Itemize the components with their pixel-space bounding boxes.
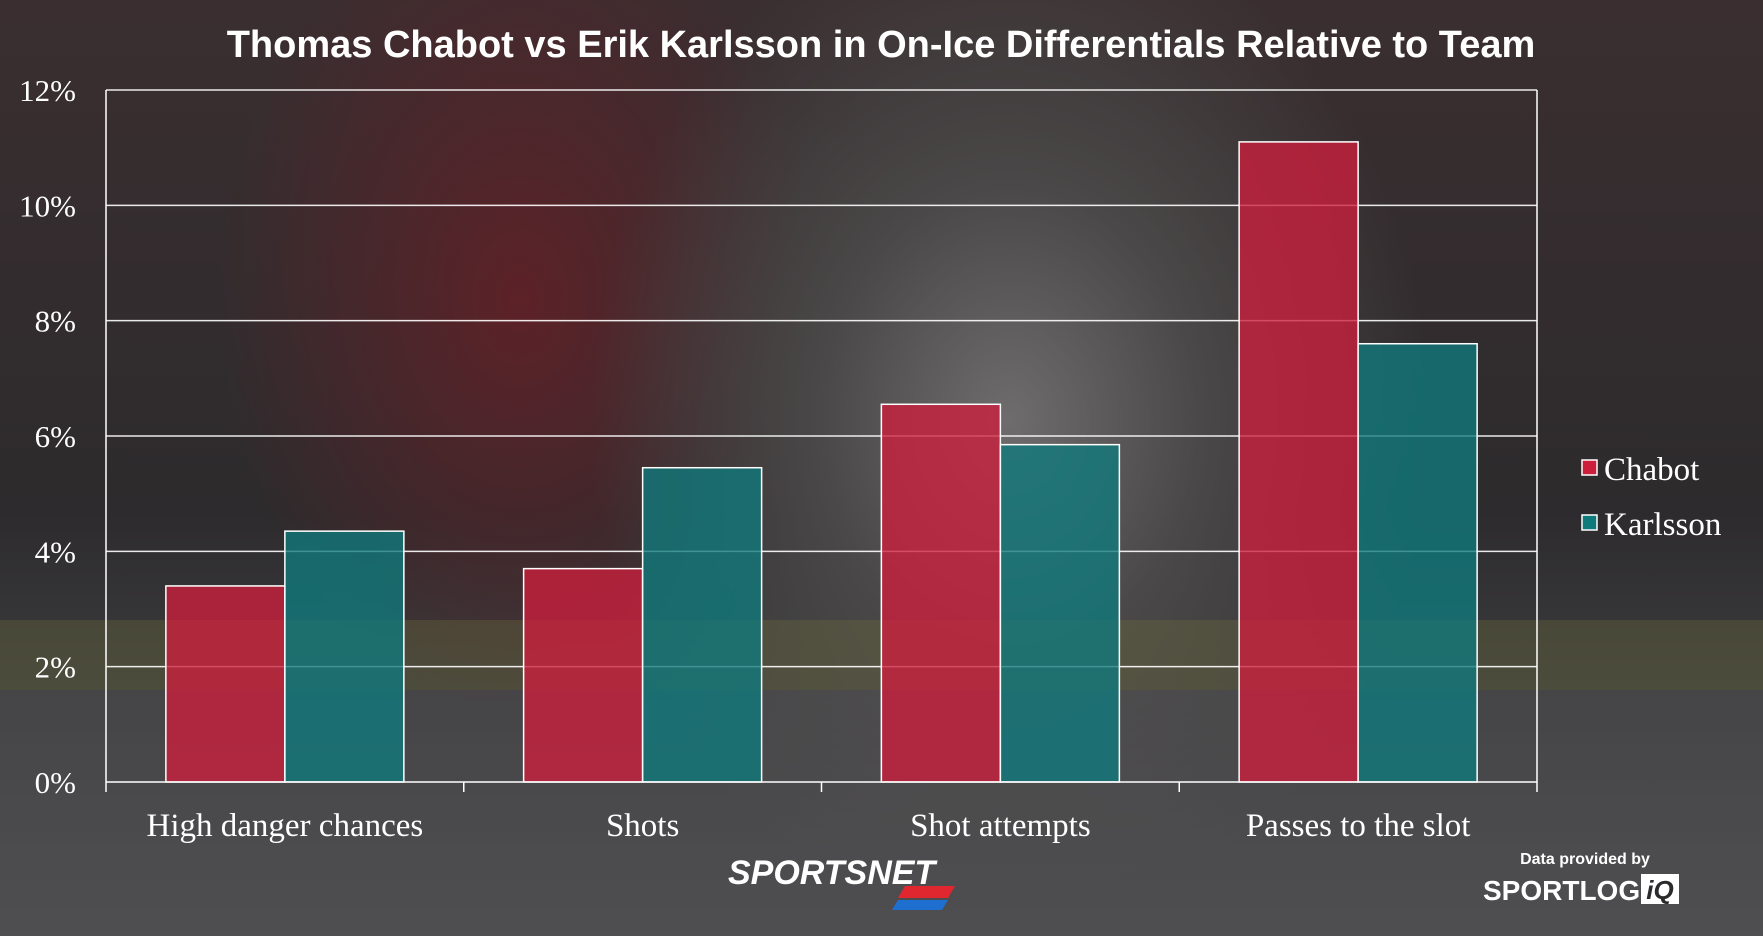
bar-chabot-3: [880, 403, 1002, 783]
y-tick-label: 6%: [35, 419, 76, 454]
sportsnet-swoosh-blue: [892, 900, 948, 910]
y-tick-label: 0%: [35, 765, 76, 800]
legend-swatch-chabot: [1581, 459, 1598, 476]
category-label: Passes to the slot: [1246, 808, 1471, 844]
chart-title: Thomas Chabot vs Erik Karlsson in On-Ice…: [227, 24, 1536, 66]
iq-badge-text: iQ: [1646, 875, 1673, 905]
y-axis-tick-labels: 0% 2% 4% 6% 8% 10% 12%: [19, 73, 76, 800]
legend: Chabot Karlsson: [1581, 452, 1721, 543]
legend-swatch-karlsson: [1581, 514, 1598, 531]
y-tick-label: 10%: [19, 188, 76, 223]
legend-label-chabot: Chabot: [1604, 452, 1699, 488]
iq-badge: [1641, 874, 1679, 904]
sportsnet-logo: SPORTSNET: [728, 854, 955, 910]
axes: [105, 90, 1538, 792]
y-tick-label: 8%: [35, 304, 76, 339]
y-tick-label: 4%: [35, 534, 76, 569]
data-credit-label: Data provided by: [1520, 851, 1650, 868]
bar-chabot-2: [522, 567, 644, 783]
sportlogiq-wordmark: SPORTLOG: [1483, 875, 1640, 906]
bar-karlsson-2: [641, 466, 763, 783]
bar-chabot-4: [1238, 141, 1359, 783]
bar-chabot-1: [165, 585, 286, 783]
y-tick-label: 2%: [35, 650, 76, 685]
y-tick-label: 12%: [19, 73, 76, 108]
sportsnet-wordmark: SPORTSNET: [728, 854, 938, 892]
category-label: Shots: [606, 808, 679, 844]
bar-karlsson-1: [284, 530, 405, 783]
bar-karlsson-4: [1357, 342, 1478, 783]
category-label: High danger chances: [147, 808, 424, 844]
sportsnet-swoosh-red: [898, 886, 955, 898]
x-axis-category-labels: High danger chances Shots Shot attempts Pas…: [147, 808, 1471, 844]
category-label: Shot attempts: [910, 808, 1091, 844]
sportlogiq-credit: Data provided by SPORTLOG iQ: [1483, 851, 1679, 906]
bar-karlsson-3: [999, 443, 1121, 783]
legend-label-karlsson: Karlsson: [1604, 507, 1721, 543]
bars: [165, 141, 1478, 783]
